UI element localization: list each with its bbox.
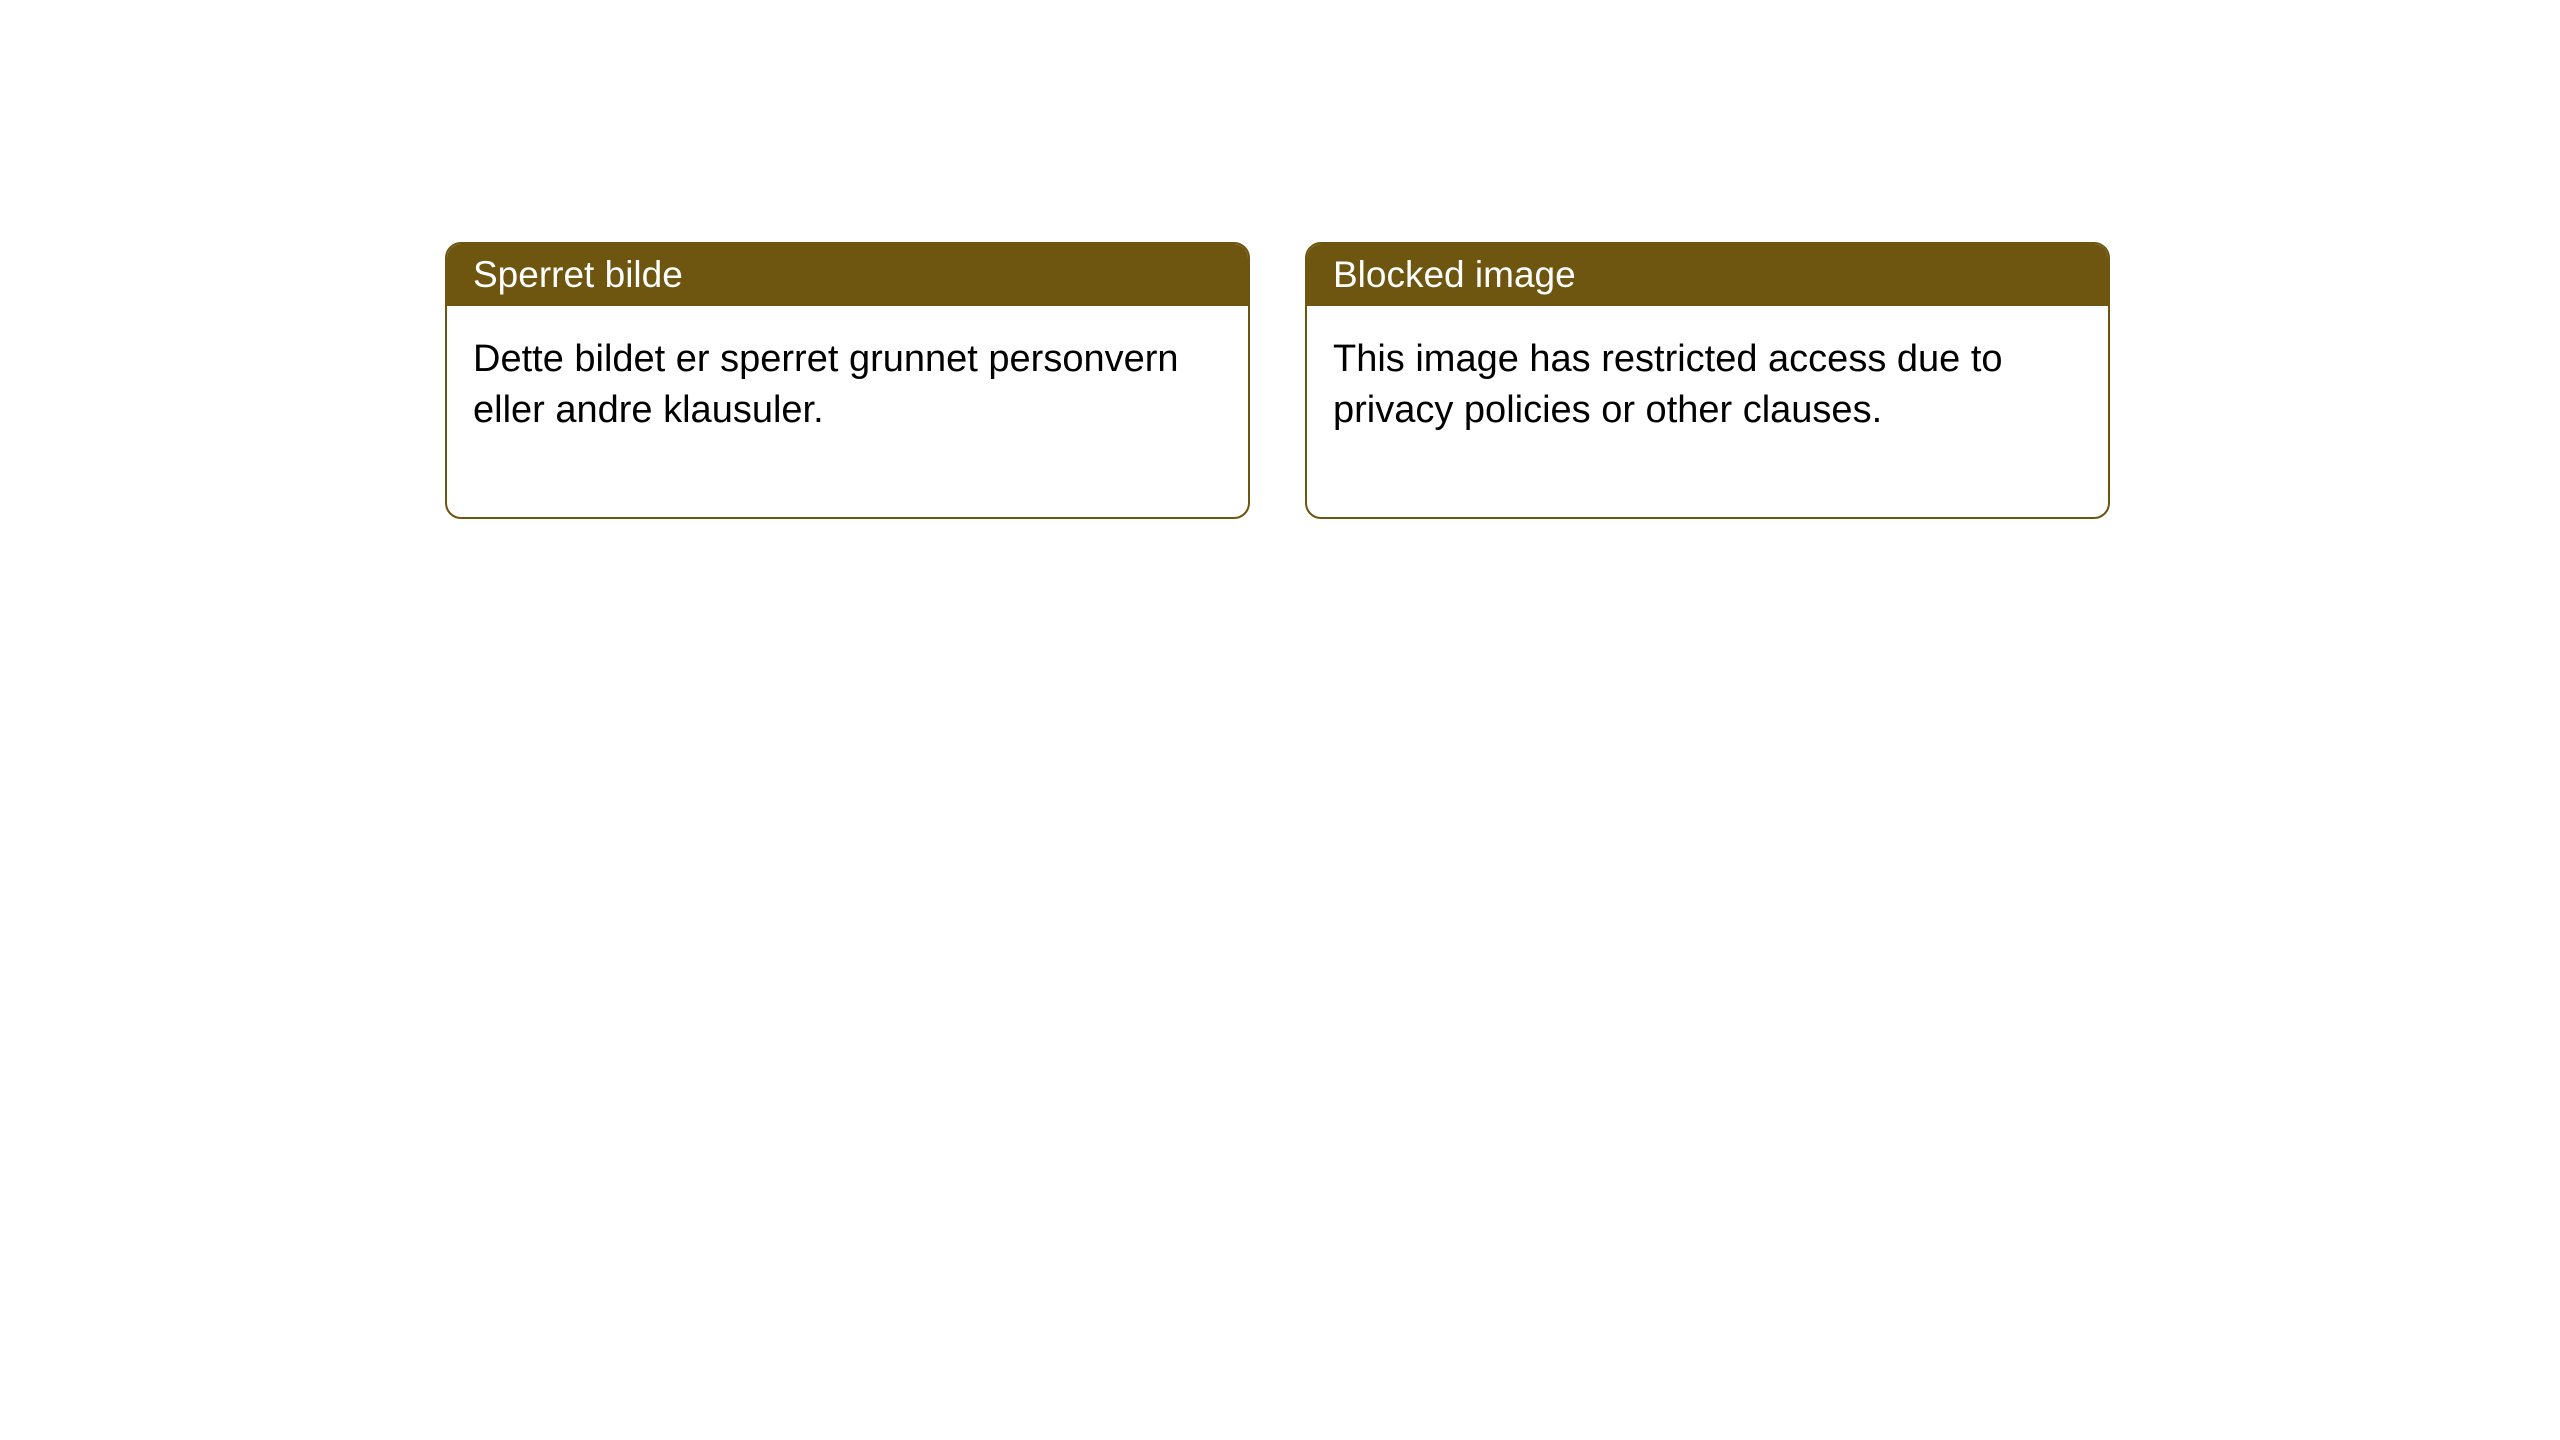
card-body-norwegian: Dette bildet er sperret grunnet personve… xyxy=(447,306,1248,517)
notice-cards-container: Sperret bilde Dette bildet er sperret gr… xyxy=(445,242,2110,519)
card-header-norwegian: Sperret bilde xyxy=(447,244,1248,306)
card-body-text: Dette bildet er sperret grunnet personve… xyxy=(473,338,1179,431)
notice-card-norwegian: Sperret bilde Dette bildet er sperret gr… xyxy=(445,242,1250,519)
notice-card-english: Blocked image This image has restricted … xyxy=(1305,242,2110,519)
card-header-title: Blocked image xyxy=(1333,254,1576,295)
card-header-title: Sperret bilde xyxy=(473,254,683,295)
card-body-english: This image has restricted access due to … xyxy=(1307,306,2108,517)
card-body-text: This image has restricted access due to … xyxy=(1333,338,2003,431)
card-header-english: Blocked image xyxy=(1307,244,2108,306)
